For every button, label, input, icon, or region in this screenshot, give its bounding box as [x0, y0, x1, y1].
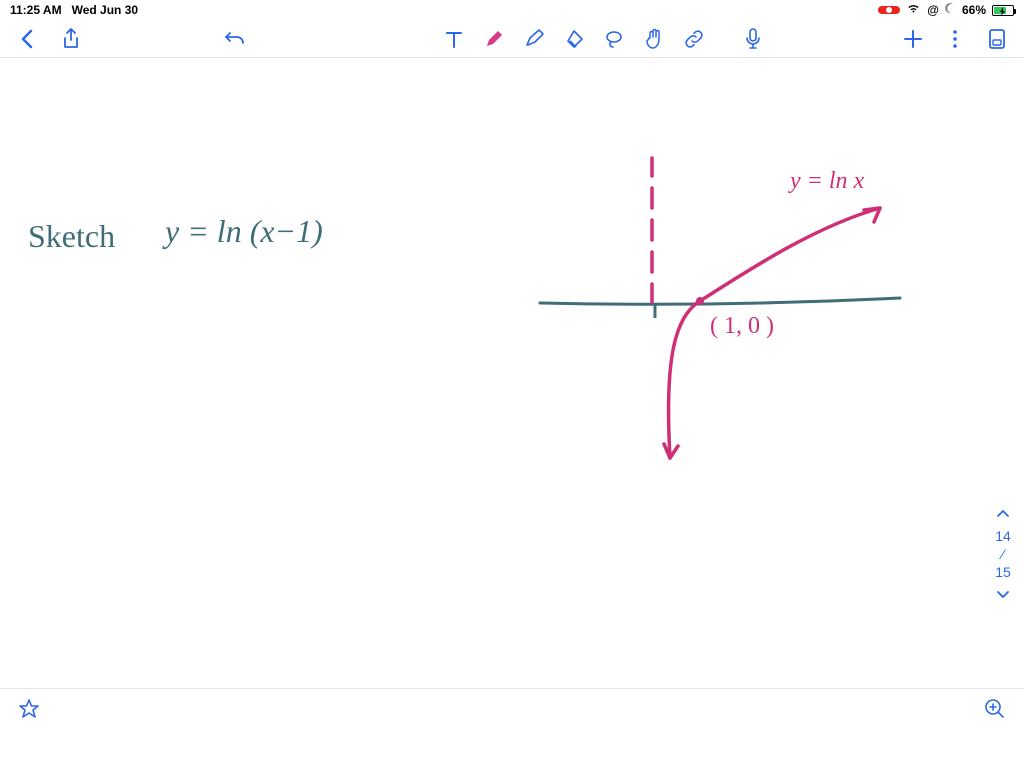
bottom-bar [0, 688, 1024, 728]
lasso-tool-button[interactable] [601, 26, 627, 52]
link-tool-button[interactable] [681, 26, 707, 52]
page-down-button[interactable] [990, 582, 1016, 608]
eraser-tool-button[interactable] [561, 26, 587, 52]
back-button[interactable] [14, 26, 40, 52]
battery-percent: 66% [962, 3, 986, 17]
recording-indicator [878, 6, 900, 14]
status-right: @ 66% [878, 3, 1014, 17]
highlighter-tool-button[interactable] [521, 26, 547, 52]
status-left: 11:25 AM Wed Jun 30 [10, 3, 138, 17]
status-time: 11:25 AM [10, 3, 62, 17]
at-icon: @ [927, 3, 939, 17]
zoom-in-button[interactable] [982, 696, 1008, 722]
graph-drawing [0, 58, 1024, 558]
pen-tool-button[interactable] [481, 26, 507, 52]
page-total: 15 [995, 564, 1011, 580]
battery-icon [992, 5, 1014, 16]
moon-icon [945, 3, 956, 17]
add-button[interactable] [900, 26, 926, 52]
status-date: Wed Jun 30 [72, 3, 138, 17]
undo-button[interactable] [222, 26, 248, 52]
page-navigator: 14 ∕ 15 [990, 500, 1016, 608]
page-up-button[interactable] [990, 500, 1016, 526]
more-button[interactable] [942, 26, 968, 52]
favorite-button[interactable] [16, 696, 42, 722]
wifi-icon [906, 3, 921, 17]
canvas[interactable]: Sketch y = ln (x−1) y = ln x ( 1, 0 ) 14… [0, 58, 1024, 728]
microphone-button[interactable] [740, 26, 766, 52]
hand-tool-button[interactable] [641, 26, 667, 52]
page-current: 14 [995, 528, 1011, 544]
pages-button[interactable] [984, 26, 1010, 52]
text-tool-button[interactable] [441, 26, 467, 52]
share-button[interactable] [58, 26, 84, 52]
toolbar [0, 20, 1024, 58]
status-bar: 11:25 AM Wed Jun 30 @ 66% [0, 0, 1024, 20]
point-label: ( 1, 0 ) [710, 313, 774, 340]
page-slash: ∕ [1002, 546, 1004, 562]
curve-label: y = ln x [790, 168, 864, 195]
